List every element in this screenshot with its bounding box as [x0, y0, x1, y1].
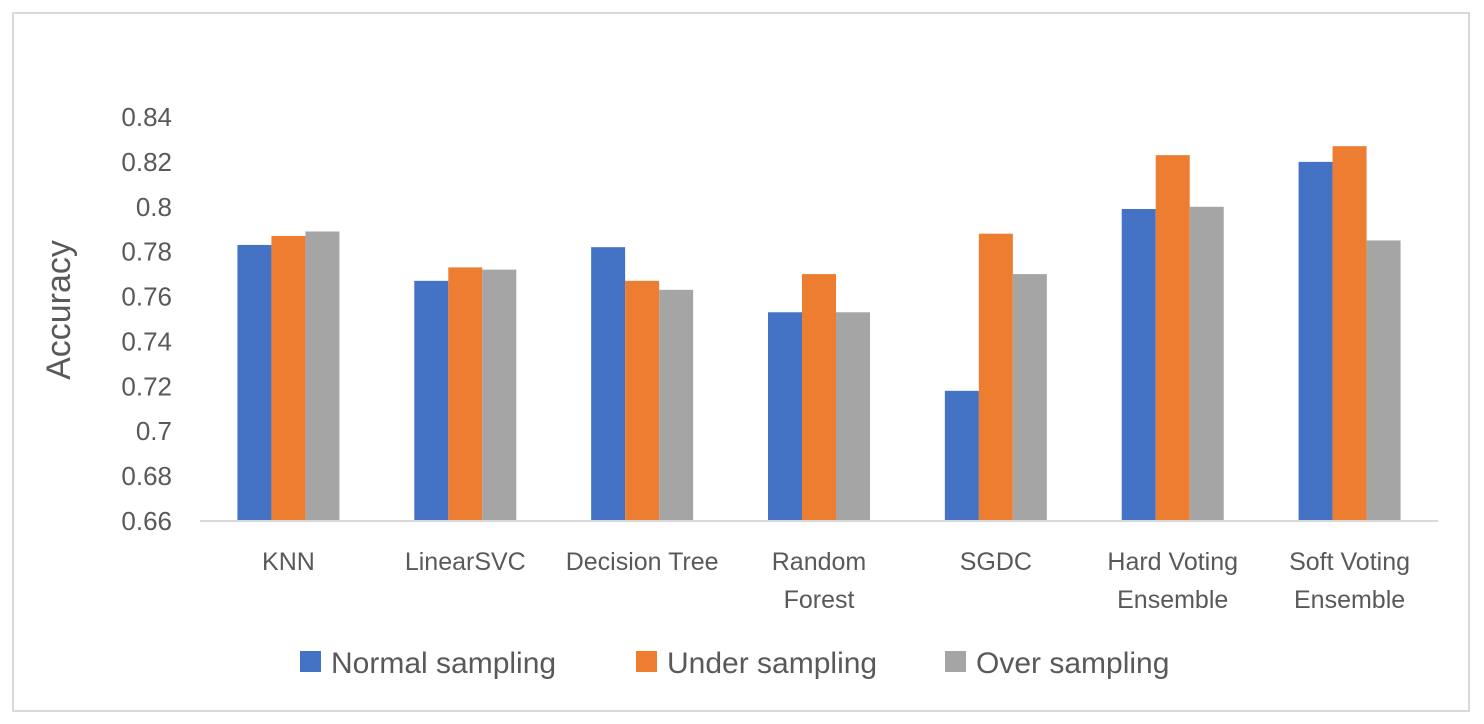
legend-label: Over sampling	[976, 647, 1169, 680]
y-axis-title: Accuracy	[40, 240, 78, 380]
x-category-label: KNN	[262, 548, 315, 576]
legend-swatch	[300, 651, 321, 672]
bar-under-sampling	[978, 233, 1013, 521]
x-category-label: Decision Tree	[566, 548, 719, 576]
bar-under-sampling	[625, 280, 660, 521]
y-tick-label: 0.82	[121, 147, 172, 177]
y-tick-label: 0.68	[121, 461, 172, 491]
bar-under-sampling	[271, 235, 306, 521]
bar-under-sampling	[1332, 146, 1367, 521]
y-tick-label: 0.74	[121, 326, 172, 356]
bar-normal-sampling	[237, 244, 272, 521]
y-tick-label: 0.66	[121, 506, 172, 536]
bar-over-sampling	[1366, 240, 1401, 521]
bar-normal-sampling	[768, 312, 802, 521]
y-tick-label: 0.72	[121, 371, 172, 401]
y-tick-label: 0.84	[121, 102, 172, 132]
legend-label: Under sampling	[667, 647, 877, 680]
y-tick-label: 0.76	[121, 282, 172, 312]
bar-under-sampling	[448, 267, 483, 521]
x-category-label: SGDC	[960, 548, 1032, 576]
legend-swatch	[945, 651, 966, 672]
bar-under-sampling	[1155, 155, 1190, 521]
bar-normal-sampling	[591, 247, 626, 521]
legend-label: Normal sampling	[331, 647, 556, 680]
bar-normal-sampling	[1298, 161, 1333, 521]
bar-normal-sampling	[1121, 209, 1156, 521]
y-tick-label: 0.7	[136, 416, 172, 446]
legend-swatch	[636, 651, 657, 672]
bar-over-sampling	[1012, 274, 1047, 521]
bar-over-sampling	[482, 269, 517, 521]
x-category-label: Ensemble	[1117, 586, 1228, 614]
x-category-label: LinearSVC	[405, 548, 526, 576]
y-tick-label: 0.8	[136, 192, 172, 222]
x-category-label: Soft Voting	[1289, 548, 1410, 576]
x-category-label: Ensemble	[1294, 586, 1405, 614]
bar-over-sampling	[305, 231, 340, 521]
y-tick-label: 0.78	[121, 237, 172, 267]
bar-under-sampling	[802, 274, 836, 521]
bar-normal-sampling	[414, 280, 449, 521]
bar-over-sampling	[1189, 206, 1224, 521]
x-category-label: Random	[772, 548, 867, 576]
bar-normal-sampling	[944, 390, 979, 521]
bar-over-sampling	[659, 289, 694, 521]
x-category-label: Forest	[784, 586, 855, 614]
bar-over-sampling	[836, 312, 870, 521]
x-category-label: Hard Voting	[1107, 548, 1238, 576]
